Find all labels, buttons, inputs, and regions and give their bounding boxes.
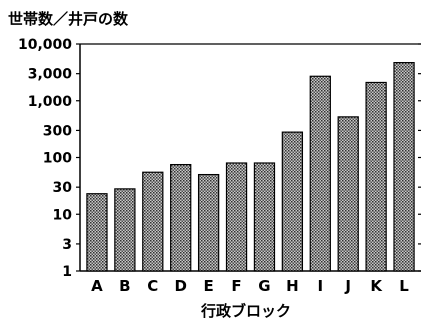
bar-G [253,162,276,272]
y-tick-label: 3,000 [28,67,73,83]
bar-I [309,75,331,272]
bar-A [86,193,108,272]
x-tick-label: C [147,277,158,295]
bar-B [114,188,136,272]
y-tick-label: 1 [62,264,72,280]
x-tick-label: K [370,277,383,295]
x-tick-label: L [399,277,409,295]
bar-J [337,116,359,272]
bar-E [197,173,220,272]
y-tick-label: 1,000 [28,94,73,110]
bar-H [281,131,304,272]
x-axis-title: 行政ブロック [200,302,291,320]
y-tick-label: 100 [43,151,72,167]
y-tick-label: 300 [43,123,72,139]
y-tick-label: 3 [62,237,72,253]
x-tick-label: J [344,277,351,295]
bar-F [225,162,248,272]
x-tick-label: A [91,277,103,295]
y-tick-label: 10,000 [18,37,72,53]
x-tick-label: D [174,277,186,295]
bar-L [393,62,415,272]
x-tick-label: F [231,277,241,295]
bar-K [365,81,387,272]
y-tick-label: 30 [53,180,73,196]
bar-C [142,171,164,272]
y-tick-label: 10 [53,207,73,223]
y-axis: 1 3 10 30 100 300 1,000 3,000 10,000 [18,37,421,280]
x-tick-label: I [317,277,323,295]
x-tick-label: B [119,277,130,295]
chart-title: 世帯数／井戸の数 [8,10,129,28]
x-tick-label: E [204,277,214,295]
bars [86,62,415,272]
bar-D [170,163,192,272]
x-tick-label: H [286,277,299,295]
x-tick-label: G [258,277,270,295]
